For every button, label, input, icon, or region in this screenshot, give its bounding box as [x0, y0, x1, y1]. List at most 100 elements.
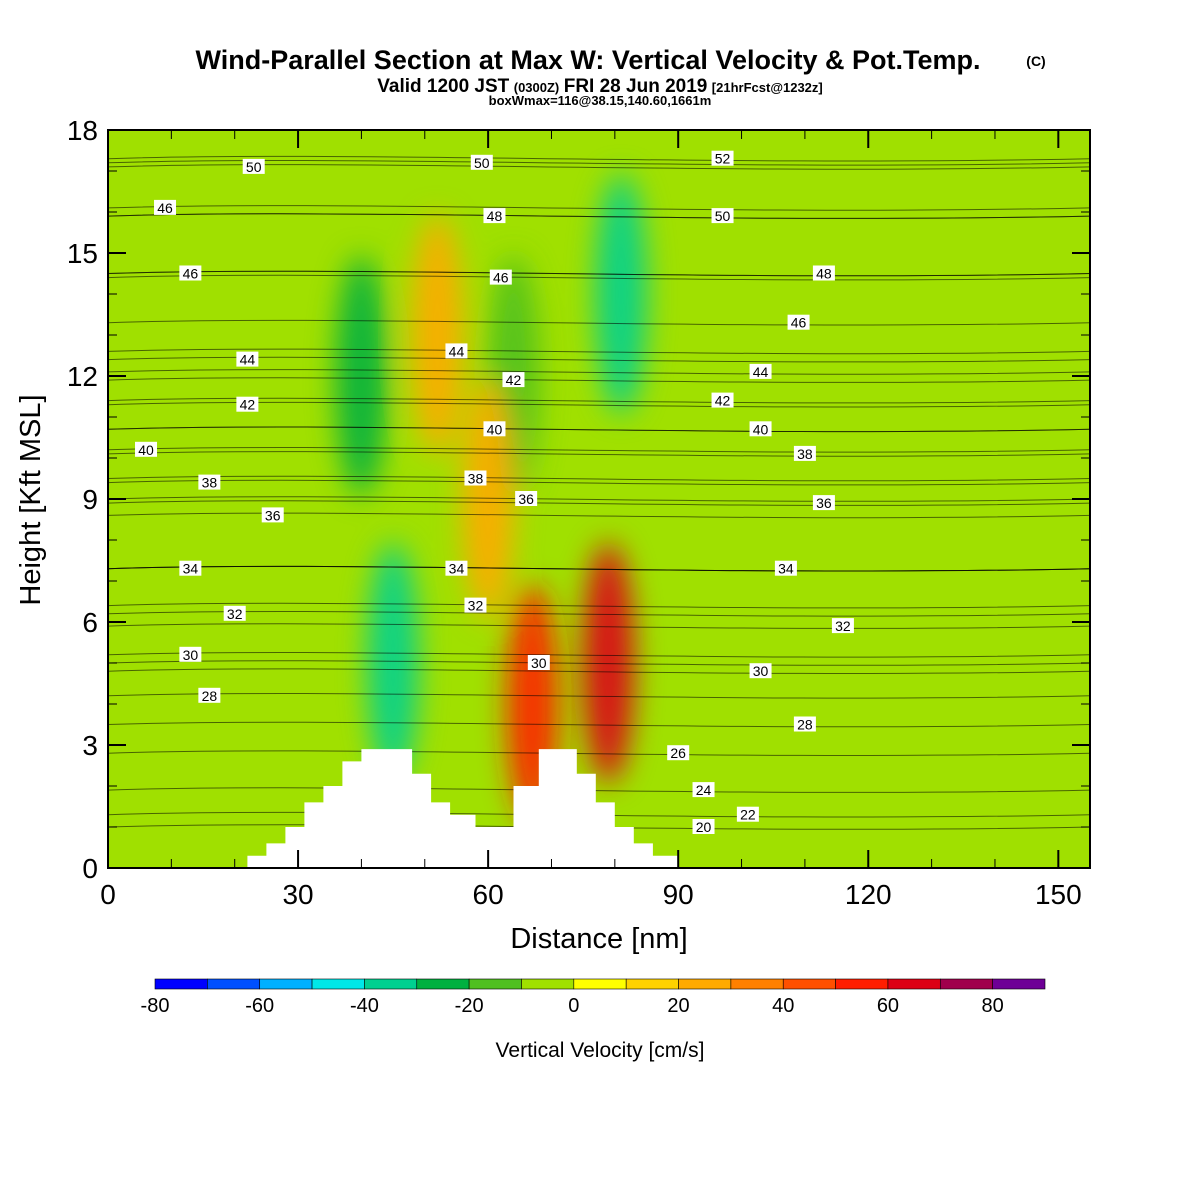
- theta-label: 20: [692, 819, 715, 835]
- velocity-feature: [411, 215, 464, 455]
- x-tick-label: 150: [1035, 879, 1082, 910]
- theta-label-box: [793, 445, 816, 461]
- y-axis-label: Height [Kft MSL]: [15, 394, 47, 605]
- theta-contour-line: [108, 426, 1090, 433]
- theta-label: 48: [812, 265, 835, 282]
- theta-label: 42: [711, 392, 734, 409]
- theta-contour-line: [108, 721, 1090, 728]
- theta-contour-line: [108, 668, 1090, 675]
- theta-label-box: [179, 646, 202, 662]
- theta-label: 40: [749, 421, 772, 437]
- theta-label-box: [711, 150, 734, 166]
- theta-contour-labels: 50 50 52 46 48 50 46 46 48 46 44 44 42 44 42 42 40 40 40 38…: [135, 150, 854, 835]
- theta-label: 46: [154, 199, 177, 216]
- theta-label-box: [464, 597, 487, 613]
- theta-label-text: 42: [715, 393, 731, 409]
- colorbar-swatch: [311, 978, 365, 990]
- theta-label: 28: [793, 716, 816, 733]
- theta-label-text: 40: [138, 442, 154, 458]
- theta-label: 38: [793, 445, 816, 462]
- velocity-feature: [335, 256, 388, 496]
- theta-label-text: 32: [468, 598, 484, 614]
- theta-label-box: [667, 745, 690, 761]
- theta-contour-line: [108, 651, 1090, 658]
- theta-label-box: [445, 560, 468, 576]
- theta-contour-line: [108, 155, 1090, 162]
- y-tick-label: 3: [82, 730, 98, 761]
- subtitle-valid: Valid 1200 JST: [377, 76, 509, 97]
- theta-contour-line: [108, 164, 1090, 170]
- theta-label-box: [223, 605, 246, 621]
- theta-label-text: 42: [240, 397, 256, 413]
- theta-label-box: [711, 392, 734, 408]
- theta-label: 32: [464, 597, 487, 614]
- colorbar-tick-label: 60: [877, 995, 899, 1017]
- theta-label-box: [711, 208, 734, 224]
- theta-label-box: [515, 491, 538, 506]
- theta-label-box: [179, 265, 202, 281]
- colorbar-swatch: [835, 978, 889, 990]
- theta-label-box: [749, 663, 772, 679]
- theta-contour-line: [108, 446, 1090, 453]
- theta-label-box: [236, 396, 259, 412]
- theta-label-box: [787, 314, 810, 330]
- velocity-feature: [582, 543, 635, 783]
- theta-label-text: 44: [240, 352, 256, 368]
- theta-label-box: [736, 806, 759, 822]
- theta-label: 30: [527, 655, 550, 671]
- theta-label: 36: [515, 491, 538, 507]
- theta-label-box: [154, 199, 177, 215]
- theta-label: 26: [667, 745, 690, 761]
- theta-label-text: 42: [506, 372, 522, 388]
- theta-contour-line: [108, 401, 1090, 408]
- colorbar-tick-label: 80: [982, 995, 1004, 1017]
- terrain-mask: [247, 749, 679, 868]
- theta-label: 38: [198, 474, 221, 491]
- theta-label: 50: [470, 154, 493, 171]
- colorbar-swatch: [207, 978, 261, 990]
- theta-label-box: [692, 819, 715, 834]
- x-axis-label: Distance [nm]: [510, 923, 687, 955]
- theta-label: 40: [135, 441, 158, 458]
- theta-label-text: 52: [715, 151, 731, 167]
- theta-label-text: 48: [816, 266, 832, 282]
- theta-label-box: [749, 363, 772, 379]
- theta-label-text: 36: [518, 491, 534, 507]
- theta-label-box: [261, 507, 284, 523]
- theta-label-box: [793, 716, 816, 732]
- colorbar-tick-label: -20: [455, 995, 484, 1017]
- theta-label-box: [489, 269, 512, 285]
- theta-label: 38: [464, 470, 487, 487]
- x-tick-label: 120: [845, 879, 892, 910]
- theta-label: 42: [236, 396, 259, 413]
- theta-contour-line: [108, 397, 1090, 404]
- y-tick-label: 12: [67, 361, 98, 392]
- theta-label: 34: [445, 560, 468, 577]
- theta-label: 22: [736, 806, 759, 823]
- theta-contour-line: [108, 369, 1090, 375]
- colorbar-swatch: [939, 978, 993, 990]
- theta-label-box: [483, 421, 506, 437]
- theta-label: 40: [483, 421, 506, 437]
- colorbar-swatch: [154, 978, 208, 990]
- theta-label-box: [483, 208, 506, 224]
- theta-contour-line: [108, 500, 1090, 506]
- colorbar-swatch: [364, 978, 418, 990]
- colorbar-tick-label: 20: [667, 995, 689, 1017]
- theta-label-text: 46: [157, 200, 173, 216]
- theta-label-box: [242, 158, 265, 174]
- x-tick-label: 30: [282, 879, 313, 910]
- theta-label-text: 46: [493, 270, 509, 286]
- theta-contour-line: [108, 319, 1090, 326]
- velocity-feature: [367, 543, 420, 783]
- theta-contour-line: [108, 692, 1090, 699]
- colorbar-swatch: [416, 978, 470, 990]
- theta-label: 42: [502, 372, 525, 388]
- theta-label-box: [198, 687, 221, 703]
- theta-label: 46: [787, 314, 810, 331]
- theta-label: 50: [711, 208, 734, 224]
- theta-label: 46: [179, 265, 202, 282]
- theta-label-box: [464, 470, 487, 486]
